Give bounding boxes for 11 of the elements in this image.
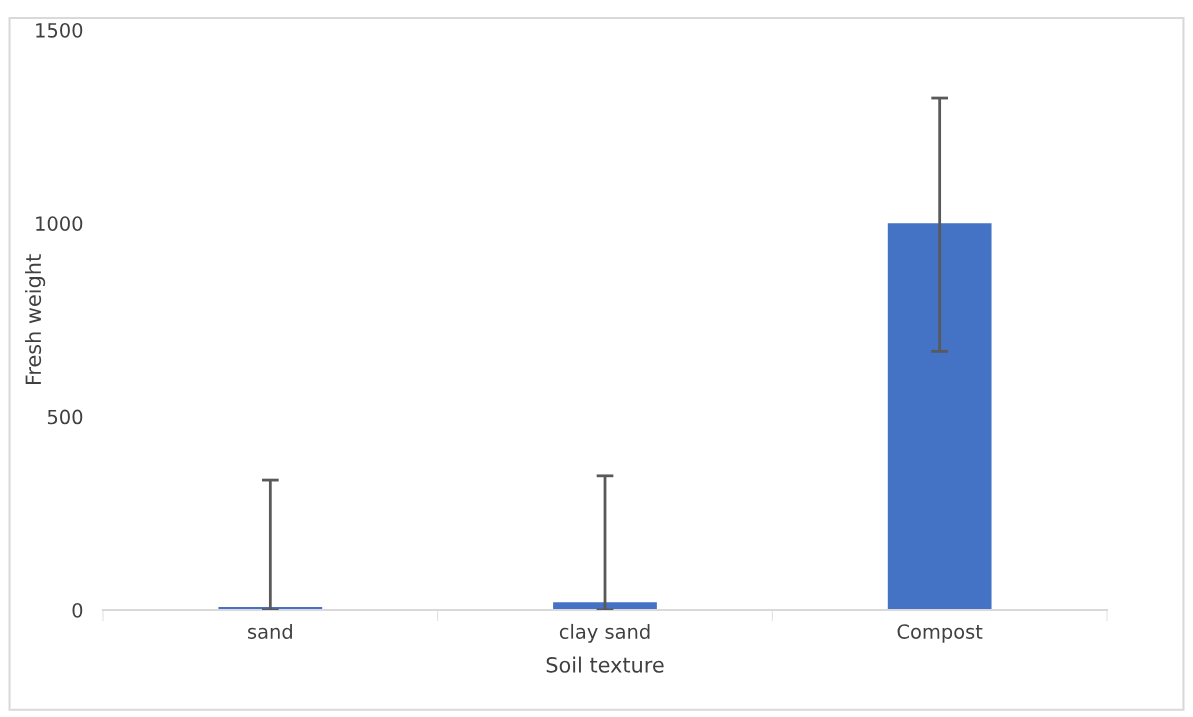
x-tick-label: sand	[248, 623, 292, 639]
x-tick-label: Compost	[897, 624, 983, 643]
bar	[887, 223, 992, 610]
y-tick-label: 0	[72, 602, 83, 618]
bar	[553, 602, 657, 610]
y-tick-label: 1000	[36, 216, 83, 231]
y-tick-label: 500	[47, 409, 83, 425]
y-tick-label: 1500	[36, 22, 83, 38]
y-axis-title: Fresh weight	[25, 254, 46, 385]
x-tick-label: clay sand	[559, 623, 650, 643]
x-axis-title: Soil texture	[546, 656, 664, 673]
